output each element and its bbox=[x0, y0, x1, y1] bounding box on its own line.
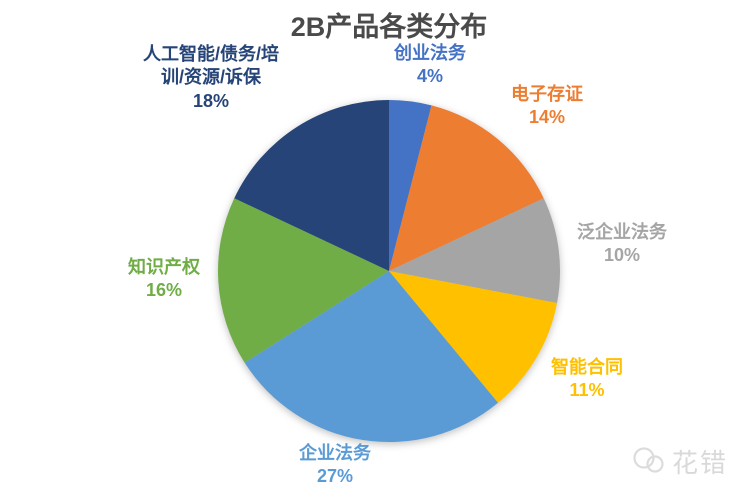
overlapping-circles-logo-icon bbox=[633, 446, 664, 473]
pie-label-electronic-evidence: 电子存证 14% bbox=[511, 83, 583, 130]
pie-label-value: 14% bbox=[528, 107, 566, 128]
pie-label-name: 电子存证 bbox=[511, 84, 583, 104]
pie-slice-6 bbox=[234, 100, 389, 271]
pie-slice-5 bbox=[218, 198, 389, 363]
pie-slice-3 bbox=[389, 271, 557, 403]
pie-slice-4 bbox=[244, 271, 498, 443]
pie-label-value: 11% bbox=[569, 380, 605, 401]
pie-label-ai-debt-training-resources-litigation: 人工智能/债务/培 训/资源/诉保 18% bbox=[143, 43, 279, 113]
pie-label-pan-enterprise-legal: 泛企业法务 10% bbox=[577, 221, 667, 268]
pie-label-name-line2: 训/资源/诉保 bbox=[160, 67, 262, 88]
pie-label-value: 16% bbox=[145, 280, 183, 301]
pie-label-name: 知识产权 bbox=[128, 257, 200, 277]
pie-label-name: 企业法务 bbox=[299, 443, 371, 463]
pie-slice-2 bbox=[389, 198, 561, 303]
pie-label-enterprise-legal: 企业法务 27% bbox=[299, 442, 371, 489]
pie-label-smart-contract: 智能合同 11% bbox=[551, 356, 623, 403]
pie-slices bbox=[218, 100, 561, 443]
pie-label-name-line1: 人工智能/债务/培 bbox=[142, 44, 280, 64]
pie-label-value: 4% bbox=[416, 66, 443, 87]
watermark: 花错 bbox=[631, 443, 728, 480]
pie-label-name: 智能合同 bbox=[551, 357, 623, 377]
pie-label-value: 10% bbox=[603, 245, 641, 266]
pie-label-value: 18% bbox=[192, 90, 230, 111]
pie-slice-1 bbox=[389, 105, 544, 272]
pie-label-name: 创业法务 bbox=[394, 43, 466, 63]
pie-label-startup-legal: 创业法务 4% bbox=[394, 42, 466, 89]
watermark-text: 花错 bbox=[672, 448, 729, 478]
pie-label-name: 泛企业法务 bbox=[577, 222, 667, 242]
pie-slice-0 bbox=[389, 100, 432, 271]
pie-label-value: 27% bbox=[316, 466, 354, 487]
pie-label-intellectual-property: 知识产权 16% bbox=[128, 256, 200, 303]
chart-title: 2B产品各类分布 bbox=[290, 12, 488, 42]
